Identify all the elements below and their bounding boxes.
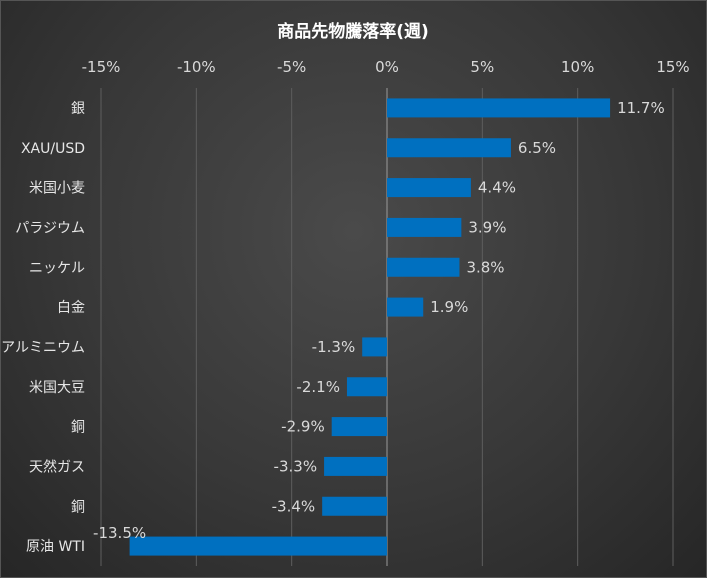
category-label: 銅 xyxy=(71,420,85,436)
gridlines xyxy=(100,88,674,566)
data-label: 11.7% xyxy=(617,99,665,117)
x-tick-label: 5% xyxy=(470,58,494,76)
bar xyxy=(331,417,387,437)
data-label: -1.3% xyxy=(312,338,356,356)
category-label: 米国大豆 xyxy=(29,380,85,396)
category-label: 天然ガス xyxy=(29,458,85,475)
data-labels: 11.7% 6.5% 4.4% 3.9% 3.8% 1.9% -1.3% -2.1% -2.9%… xyxy=(93,99,665,542)
bar xyxy=(387,98,611,118)
x-tick-label: 10% xyxy=(561,58,594,76)
data-label: -3.3% xyxy=(274,457,318,475)
data-label: 3.9% xyxy=(468,218,506,236)
data-label: 1.9% xyxy=(430,298,468,316)
category-label: XAU/USD xyxy=(21,141,85,157)
x-tick-label: 0% xyxy=(375,58,399,76)
bar xyxy=(387,217,462,237)
bar xyxy=(387,297,424,317)
category-label: ニッケル xyxy=(29,260,85,276)
category-label: 原油 WTI xyxy=(26,539,85,555)
data-label: -2.1% xyxy=(296,378,340,396)
x-tick-label: -10% xyxy=(177,58,216,76)
data-label: -13.5% xyxy=(93,524,146,542)
data-label: 3.8% xyxy=(466,258,504,276)
bar xyxy=(322,496,387,516)
bar xyxy=(362,337,387,357)
bar xyxy=(387,257,460,277)
category-label: アルミニウム xyxy=(1,340,85,356)
x-tick-label: -15% xyxy=(82,58,121,76)
x-tick-label: -5% xyxy=(277,58,306,76)
x-tick-labels: -15% -10% -5% 0% 5% 10% 15% xyxy=(82,58,690,76)
bar xyxy=(129,536,387,556)
data-label: 6.5% xyxy=(518,139,556,157)
chart-title: 商品先物騰落率(週) xyxy=(277,21,429,42)
category-label: パラジウム xyxy=(15,220,85,236)
bar xyxy=(324,456,387,476)
data-label: 4.4% xyxy=(478,179,516,197)
bars xyxy=(129,98,611,556)
bar xyxy=(387,178,471,198)
bar xyxy=(346,377,387,397)
x-tick-label: 15% xyxy=(656,58,689,76)
category-label: 白金 xyxy=(57,300,85,316)
category-labels: 銀XAU/USD米国小麦パラジウムニッケル白金アルミニウム米国大豆銅天然ガス銅原… xyxy=(1,101,85,555)
data-label: -2.9% xyxy=(281,418,325,436)
data-label: -3.4% xyxy=(272,497,316,515)
category-label: 米国小麦 xyxy=(29,181,85,197)
bar xyxy=(387,138,511,158)
category-label: 銅 xyxy=(71,499,85,515)
category-label: 銀 xyxy=(71,101,85,117)
